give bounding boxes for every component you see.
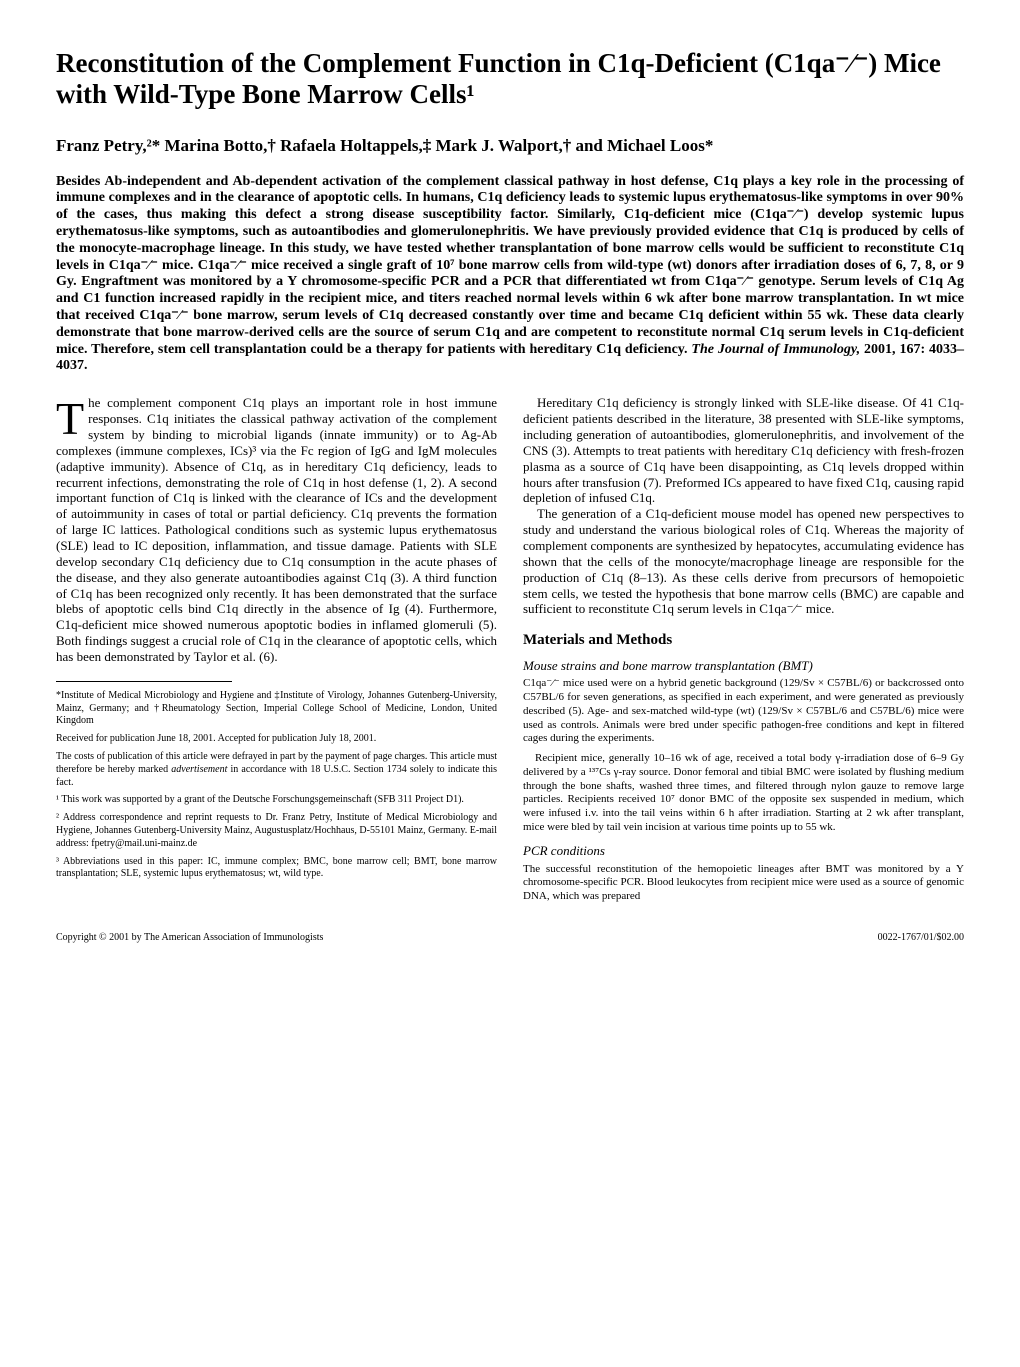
footnotes-block: *Institute of Medical Microbiology and H…: [56, 690, 497, 881]
footnote-funding: ¹ This work was supported by a grant of …: [56, 794, 497, 807]
two-column-body: The complement component C1q plays an im…: [56, 395, 964, 910]
journal-name: The Journal of Immunology,: [691, 342, 860, 357]
footnote-advertisement-word: advertisement: [171, 764, 227, 775]
footnote-affiliations: *Institute of Medical Microbiology and H…: [56, 690, 497, 728]
footnote-abbreviations: ³ Abbreviations used in this paper: IC, …: [56, 856, 497, 882]
right-column: Hereditary C1q deficiency is strongly li…: [523, 395, 964, 910]
footnote-dates: Received for publication June 18, 2001. …: [56, 733, 497, 746]
materials-methods-heading: Materials and Methods: [523, 631, 964, 649]
pcr-conditions-subheading: PCR conditions: [523, 843, 964, 859]
mouse-strains-subheading: Mouse strains and bone marrow transplant…: [523, 658, 964, 674]
footnote-divider: [56, 681, 232, 682]
intro-paragraph-2: Hereditary C1q deficiency is strongly li…: [523, 395, 964, 506]
copyright-text: Copyright © 2001 by The American Associa…: [56, 932, 323, 944]
methods-paragraph-1: C1qa⁻⁄⁻ mice used were on a hybrid genet…: [523, 677, 964, 746]
abstract-block: Besides Ab-independent and Ab-dependent …: [56, 174, 964, 376]
left-column: The complement component C1q plays an im…: [56, 395, 497, 910]
footnote-page-charges: The costs of publication of this article…: [56, 751, 497, 789]
issn-price: 0022-1767/01/$02.00: [878, 932, 964, 944]
authors-line: Franz Petry,²* Marina Botto,† Rafaela Ho…: [56, 136, 964, 156]
article-title: Reconstitution of the Complement Functio…: [56, 48, 964, 110]
intro-paragraph-3: The generation of a C1q-deficient mouse …: [523, 506, 964, 617]
methods-paragraph-3: The successful reconstitution of the hem…: [523, 863, 964, 904]
page-footer: Copyright © 2001 by The American Associa…: [56, 932, 964, 944]
abstract-text: Besides Ab-independent and Ab-dependent …: [56, 174, 964, 357]
methods-paragraph-2: Recipient mice, generally 10–16 wk of ag…: [523, 752, 964, 835]
footnote-correspondence: ² Address correspondence and reprint req…: [56, 812, 497, 850]
intro-paragraph-1: The complement component C1q plays an im…: [56, 395, 497, 665]
